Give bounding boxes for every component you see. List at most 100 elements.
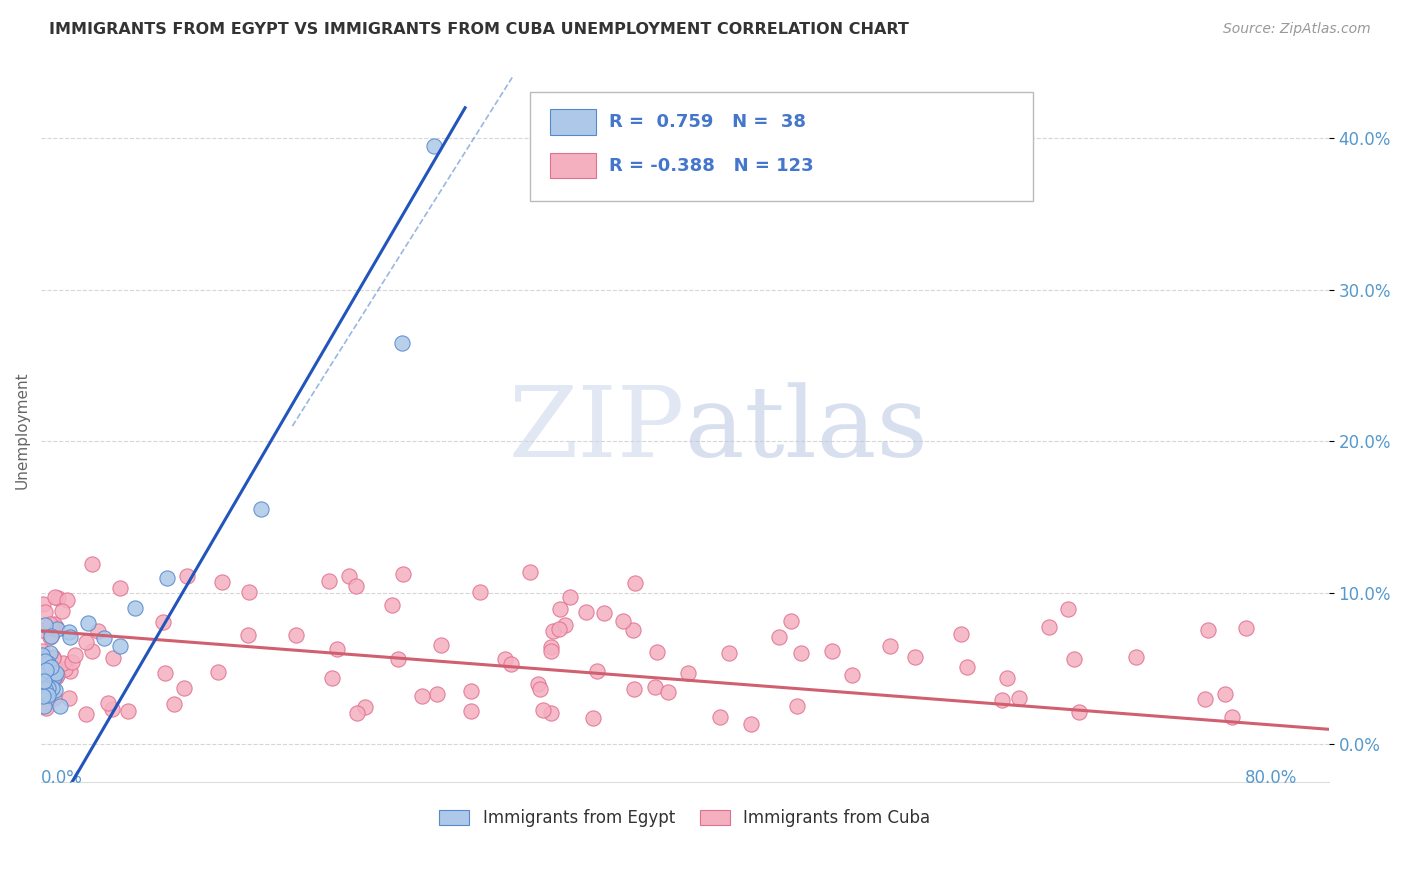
Point [657, 685, 679, 699]
Point [554, 617, 576, 632]
Point [207, 665, 229, 679]
FancyBboxPatch shape [530, 92, 1032, 201]
Point [58, 625, 80, 640]
Point [41, 627, 63, 641]
Point [950, 627, 973, 641]
Point [318, 574, 340, 589]
Point [647, 645, 669, 659]
Point [1234, 621, 1257, 635]
Point [34, 618, 56, 632]
Point [1038, 619, 1060, 633]
Point [344, 579, 367, 593]
Point [37, 657, 59, 671]
FancyBboxPatch shape [550, 153, 596, 178]
Point [956, 660, 979, 674]
Point [768, 630, 790, 644]
Point [97, 696, 120, 710]
Point [58, 690, 80, 705]
Point [39, 672, 62, 686]
Point [34, 654, 56, 668]
Point [460, 684, 482, 698]
Point [381, 598, 404, 612]
Point [56, 592, 79, 607]
Point [41, 681, 63, 695]
Point [1194, 692, 1216, 706]
Point [623, 682, 645, 697]
Point [387, 652, 409, 666]
Point [321, 671, 343, 685]
Point [117, 704, 139, 718]
Point [34, 696, 56, 710]
Point [124, 601, 146, 615]
Point [51, 656, 73, 670]
Point [42, 649, 65, 664]
Point [547, 622, 569, 636]
Point [60, 656, 83, 670]
Point [411, 689, 433, 703]
Point [44, 657, 66, 671]
Point [31, 644, 53, 658]
Point [740, 717, 762, 731]
Point [53, 662, 76, 676]
Point [31, 674, 53, 689]
Point [32, 679, 55, 693]
Point [49, 699, 72, 714]
Point [37, 689, 59, 703]
Point [32, 674, 55, 689]
Point [391, 335, 413, 350]
Point [540, 644, 562, 658]
Point [35, 685, 58, 699]
Point [75, 706, 97, 721]
Point [709, 709, 731, 723]
Point [470, 584, 492, 599]
Point [1197, 624, 1219, 638]
Point [582, 711, 605, 725]
Point [163, 698, 186, 712]
Point [779, 614, 801, 628]
Point [284, 627, 307, 641]
Point [108, 639, 131, 653]
Point [39, 660, 62, 674]
Point [59, 665, 82, 679]
Point [173, 681, 195, 696]
Point [45, 665, 67, 680]
Point [34, 605, 56, 619]
Point [1063, 652, 1085, 666]
Point [540, 706, 562, 720]
Point [1220, 710, 1243, 724]
Point [586, 665, 609, 679]
Point [101, 702, 124, 716]
Point [676, 666, 699, 681]
Point [904, 650, 927, 665]
Point [501, 657, 523, 671]
Text: 80.0%: 80.0% [1244, 770, 1298, 788]
Point [346, 706, 368, 720]
Point [38, 670, 60, 684]
Point [717, 646, 740, 660]
Point [41, 629, 63, 643]
Point [460, 704, 482, 718]
Point [821, 644, 844, 658]
Text: R =  0.759   N =  38: R = 0.759 N = 38 [609, 113, 806, 131]
Point [39, 630, 62, 644]
Point [39, 646, 62, 660]
Text: Source: ZipAtlas.com: Source: ZipAtlas.com [1223, 22, 1371, 37]
Text: R = -0.388   N = 123: R = -0.388 N = 123 [609, 157, 814, 175]
Text: IMMIGRANTS FROM EGYPT VS IMMIGRANTS FROM CUBA UNEMPLOYMENT CORRELATION CHART: IMMIGRANTS FROM EGYPT VS IMMIGRANTS FROM… [49, 22, 910, 37]
Point [786, 699, 808, 714]
Point [236, 628, 259, 642]
Point [51, 604, 73, 618]
Point [44, 670, 66, 684]
Point [612, 614, 634, 628]
Point [37, 671, 59, 685]
Legend: Immigrants from Egypt, Immigrants from Cuba: Immigrants from Egypt, Immigrants from C… [433, 803, 938, 834]
Point [38, 617, 60, 632]
Point [494, 652, 516, 666]
Point [353, 700, 375, 714]
Point [93, 632, 115, 646]
Point [45, 620, 67, 634]
Point [152, 615, 174, 629]
Point [32, 698, 55, 713]
Point [75, 635, 97, 649]
FancyBboxPatch shape [550, 109, 596, 135]
